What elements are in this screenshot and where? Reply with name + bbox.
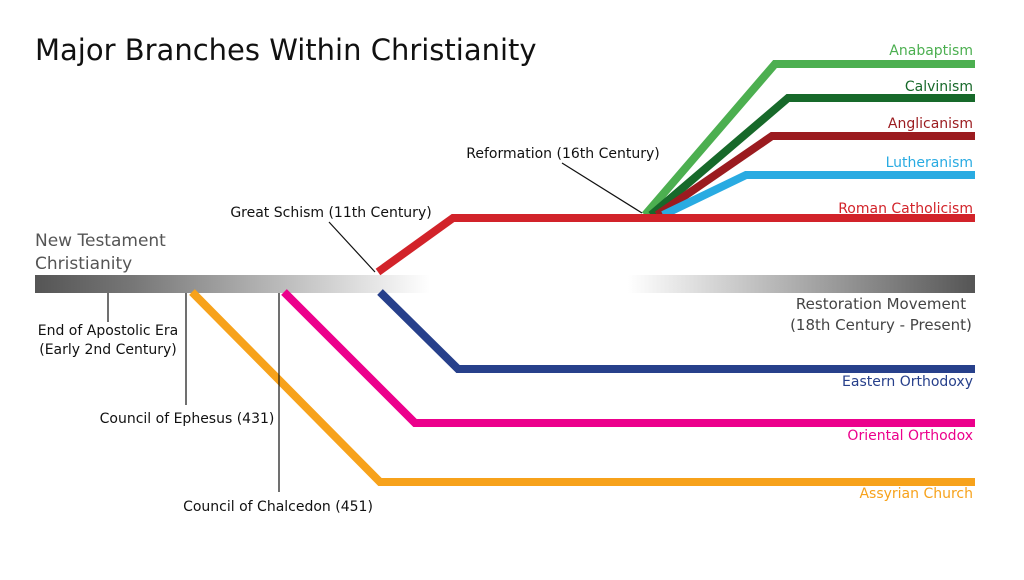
branch-label: Assyrian Church [859, 486, 973, 502]
branch-label: Lutheranism [886, 155, 973, 171]
branch-line [189, 289, 975, 486]
event-label: Council of Chalcedon (451) [183, 499, 373, 515]
branch-line [281, 289, 975, 427]
branch-line [654, 132, 975, 219]
event-label: (Early 2nd Century) [39, 342, 177, 358]
branch-line [375, 214, 975, 276]
branch-line [377, 289, 975, 373]
leader-line [561, 162, 643, 214]
branch-label: Anabaptism [889, 43, 973, 59]
event-label: Restoration Movement [796, 295, 966, 313]
title: Major Branches Within Christianity [35, 33, 537, 67]
branch-label: Oriental Orthodox [847, 428, 973, 444]
branch-line [648, 94, 975, 219]
branch-line [661, 171, 975, 219]
event-label: Reformation (16th Century) [466, 146, 659, 162]
branch-label: Roman Catholicism [838, 201, 973, 217]
origin-label: New Testament [35, 231, 166, 251]
event-label: Great Schism (11th Century) [230, 205, 431, 221]
event-label: (18th Century - Present) [790, 316, 972, 334]
timeline-bar [35, 275, 430, 293]
branch-line [641, 60, 975, 218]
branch-label: Eastern Orthodoxy [842, 374, 973, 390]
event-label: End of Apostolic Era [38, 323, 179, 339]
event-label: Council of Ephesus (431) [100, 411, 275, 427]
branch-label: Calvinism [905, 79, 973, 95]
origin-label: Christianity [35, 254, 132, 274]
restoration-bar [628, 275, 975, 293]
leader-line [328, 221, 376, 273]
branch-label: Anglicanism [888, 116, 973, 132]
